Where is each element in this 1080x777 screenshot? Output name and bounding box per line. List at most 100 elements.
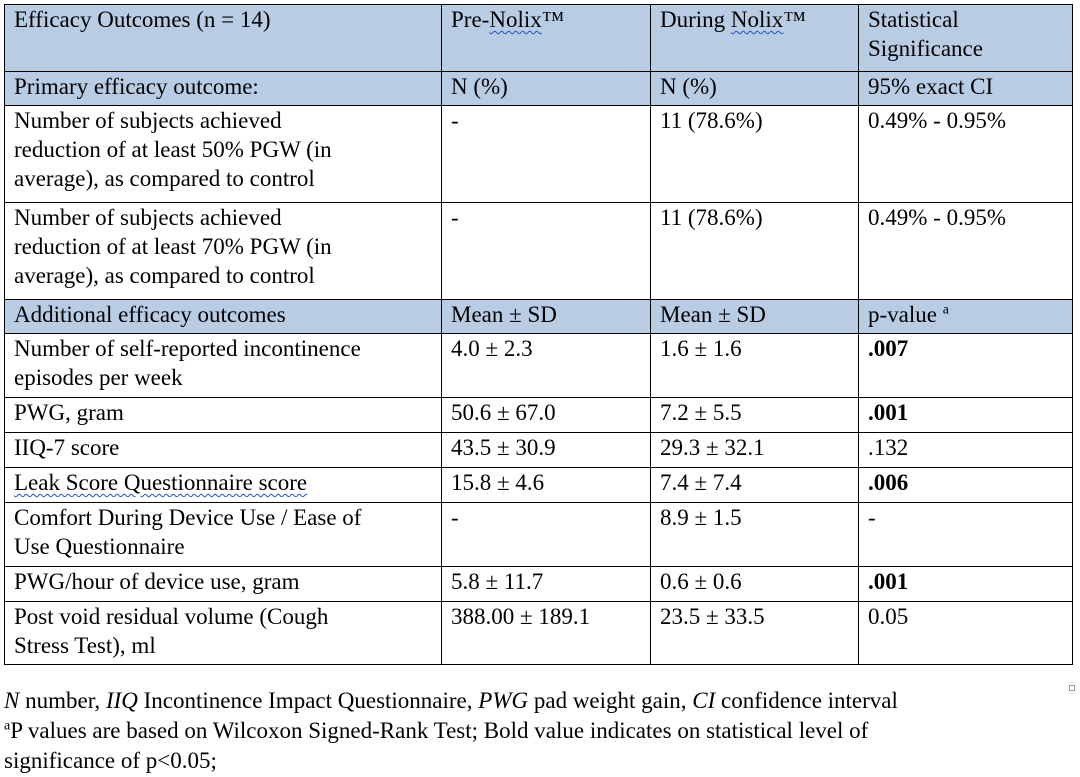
efficacy-outcomes-table: Efficacy Outcomes (n = 14) Pre-Nolix™ Du…	[4, 4, 1073, 665]
row-label-line: Number of subjects achieved	[14, 205, 282, 230]
row-label: PWG/hour of device use, gram	[4, 566, 442, 602]
additional-outcome-header-row: Additional efficacy outcomes Mean ± SD M…	[4, 299, 1073, 334]
abbr-definition: number,	[19, 688, 106, 713]
pre-value: -	[441, 502, 651, 567]
pre-value: 5.8 ± 11.7	[441, 566, 651, 602]
row-label-line: Number of self-reported incontinence	[14, 336, 361, 361]
pre-value: 388.00 ± 189.1	[441, 601, 651, 665]
row-label: Number of subjects achieved reduction of…	[4, 202, 442, 300]
during-value: 29.3 ± 32.1	[650, 432, 859, 468]
abbr-definition: Incontinence Impact Questionnaire,	[137, 688, 479, 713]
p-value: .001	[858, 566, 1073, 602]
header-col3-brand: Nolix	[730, 7, 784, 32]
header-col3-prefix: During	[660, 7, 731, 32]
abbr-term: CI	[692, 688, 716, 713]
pre-value: 4.0 ± 2.3	[441, 333, 651, 398]
row-label: Comfort During Device Use / Ease of Use …	[4, 502, 442, 567]
p-value-note-line1: aP values are based on Wilcoxon Signed-R…	[4, 716, 1072, 746]
p-value-superscript: a	[942, 302, 949, 318]
header-pre-nolix: Pre-Nolix™	[441, 4, 651, 72]
table-row: Comfort During Device Use / Ease of Use …	[4, 502, 1073, 567]
primary-during-unit: N (%)	[650, 71, 859, 106]
during-value: 11 (78.6%)	[650, 202, 859, 300]
row-label: PWG, gram	[4, 397, 442, 433]
note-text-1: P values are based on Wilcoxon Signed-Ra…	[10, 718, 869, 743]
during-value: 0.6 ± 0.6	[650, 566, 859, 602]
additional-stat-unit: p-value a	[858, 299, 1073, 334]
during-value: 11 (78.6%)	[650, 105, 859, 203]
abbr-term: N	[4, 688, 20, 713]
row-label-line: episodes per week	[14, 365, 183, 390]
row-label-line: Use Questionnaire	[14, 534, 185, 559]
p-value: -	[858, 502, 1073, 567]
header-col4-line1: Statistical	[868, 7, 959, 32]
header-col2-prefix: Pre-	[451, 7, 490, 32]
table-footnotes: N number, IIQ Incontinence Impact Questi…	[4, 686, 1072, 776]
table-row: PWG/hour of device use, gram 5.8 ± 11.7 …	[4, 566, 1073, 602]
row-label-line: average), as compared to control	[14, 166, 315, 191]
header-during-nolix: During Nolix™	[650, 4, 859, 72]
row-label-line: reduction of at least 50% PGW (in	[14, 137, 332, 162]
table-row: Number of subjects achieved reduction of…	[4, 202, 1073, 300]
primary-stat-unit: 95% exact CI	[858, 71, 1073, 106]
abbr-definition: pad weight gain,	[528, 688, 693, 713]
table-resize-handle[interactable]	[1069, 685, 1075, 691]
p-value-note-line2: significance of p<0.05;	[4, 748, 217, 773]
row-label-line: Comfort During Device Use / Ease of	[14, 505, 362, 530]
pre-value: -	[441, 202, 651, 300]
row-label-line: Post void residual volume (Cough	[14, 604, 329, 629]
note-marker: a	[4, 718, 11, 734]
p-value: .007	[858, 333, 1073, 398]
p-value: .001	[858, 397, 1073, 433]
abbr-definition: confidence interval	[715, 688, 898, 713]
during-value: 7.2 ± 5.5	[650, 397, 859, 433]
abbreviations-line: N number, IIQ Incontinence Impact Questi…	[4, 686, 1072, 716]
header-statistical-significance: Statistical Significance	[858, 4, 1073, 72]
table-row: PWG, gram 50.6 ± 67.0 7.2 ± 5.5 .001	[4, 397, 1073, 433]
p-value: .132	[858, 432, 1073, 468]
p-value-label: p-value	[868, 302, 937, 327]
primary-pre-unit: N (%)	[441, 71, 651, 106]
additional-outcome-label: Additional efficacy outcomes	[4, 299, 442, 334]
abbr-term: PWG	[478, 688, 529, 713]
row-label: IIQ-7 score	[4, 432, 442, 468]
row-label: Leak Score Questionnaire score	[4, 467, 442, 503]
row-label: Post void residual volume (Cough Stress …	[4, 601, 442, 665]
row-label-line: Stress Test), ml	[14, 633, 156, 658]
additional-pre-unit: Mean ± SD	[441, 299, 651, 334]
row-label: Number of subjects achieved reduction of…	[4, 105, 442, 203]
table-row: Number of subjects achieved reduction of…	[4, 105, 1073, 203]
table-header-row: Efficacy Outcomes (n = 14) Pre-Nolix™ Du…	[4, 4, 1073, 72]
header-col1-text: Efficacy Outcomes (n = 14)	[14, 7, 271, 32]
p-value: 0.05	[858, 601, 1073, 665]
pre-value: 15.8 ± 4.6	[441, 467, 651, 503]
row-label: Number of self-reported incontinence epi…	[4, 333, 442, 398]
header-col4-line2: Significance	[868, 36, 983, 61]
during-value: 23.5 ± 33.5	[650, 601, 859, 665]
primary-outcome-header-row: Primary efficacy outcome: N (%) N (%) 95…	[4, 71, 1073, 106]
header-col2-brand: Nolix	[489, 7, 542, 32]
header-col3-suffix: ™	[783, 7, 806, 32]
header-efficacy-outcomes: Efficacy Outcomes (n = 14)	[4, 4, 442, 72]
during-value: 8.9 ± 1.5	[650, 502, 859, 567]
stat-value: 0.49% - 0.95%	[858, 202, 1073, 300]
p-value: .006	[858, 467, 1073, 503]
pre-value: -	[441, 105, 651, 203]
table-row: Number of self-reported incontinence epi…	[4, 333, 1073, 398]
leak-score-label: Leak Score Questionnaire score	[14, 470, 308, 495]
stat-value: 0.49% - 0.95%	[858, 105, 1073, 203]
row-label-line: reduction of at least 70% PGW (in	[14, 234, 332, 259]
table-row: IIQ-7 score 43.5 ± 30.9 29.3 ± 32.1 .132	[4, 432, 1073, 468]
table-row: Post void residual volume (Cough Stress …	[4, 601, 1073, 665]
row-label-line: average), as compared to control	[14, 263, 315, 288]
abbr-term: IIQ	[105, 688, 138, 713]
during-value: 1.6 ± 1.6	[650, 333, 859, 398]
pre-value: 50.6 ± 67.0	[441, 397, 651, 433]
row-label-line: Number of subjects achieved	[14, 108, 282, 133]
header-col2-suffix: ™	[541, 7, 565, 32]
primary-outcome-label: Primary efficacy outcome:	[4, 71, 442, 106]
pre-value: 43.5 ± 30.9	[441, 432, 651, 468]
additional-during-unit: Mean ± SD	[650, 299, 859, 334]
table-row: Leak Score Questionnaire score 15.8 ± 4.…	[4, 467, 1073, 503]
during-value: 7.4 ± 7.4	[650, 467, 859, 503]
